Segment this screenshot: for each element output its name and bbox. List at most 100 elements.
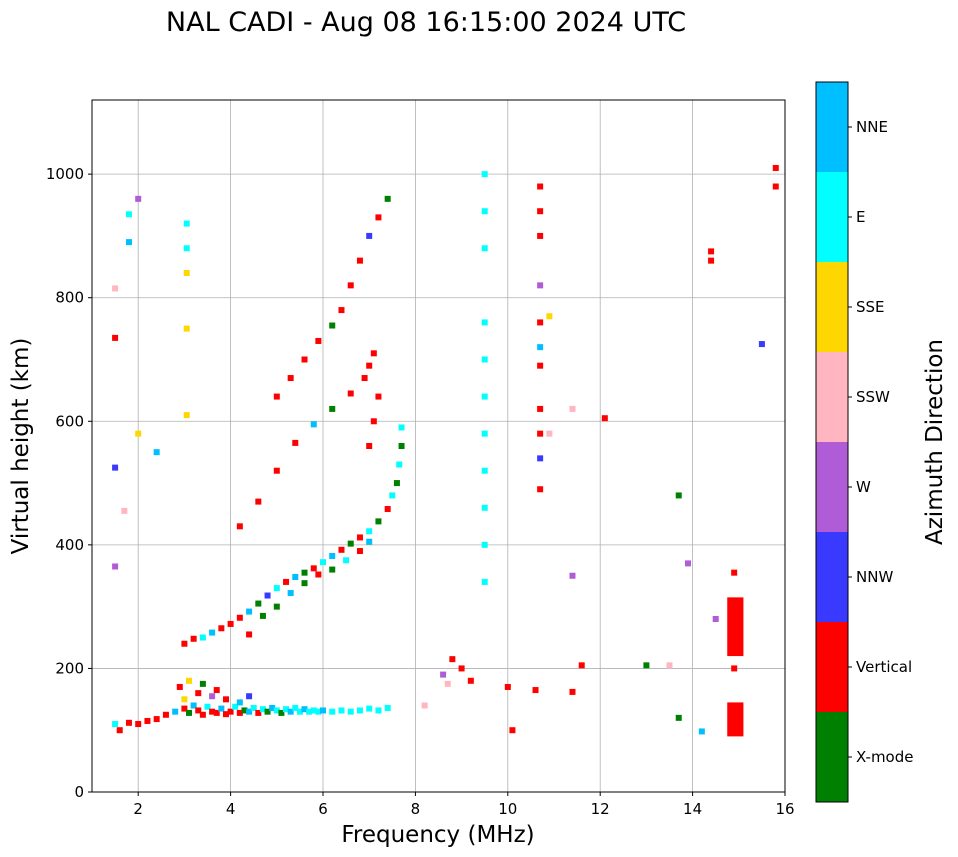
data-point [578, 662, 585, 669]
data-point [481, 430, 488, 437]
x-axis: 2 4 6 8 10 12 14 16 [133, 792, 795, 818]
colorbar-label: Azimuth Direction [922, 339, 948, 545]
data-point [301, 580, 308, 587]
data-point [287, 590, 294, 597]
colorbar-tick-label: SSW [856, 388, 890, 406]
x-tick-label: 10 [498, 800, 517, 818]
data-point [356, 707, 363, 714]
data-point [675, 714, 682, 721]
data-point [329, 708, 336, 715]
x-tick-label: 12 [591, 800, 610, 818]
data-point [537, 455, 544, 462]
x-tick-label: 14 [683, 800, 702, 818]
data-point [343, 557, 350, 564]
data-point [537, 282, 544, 289]
x-tick-label: 8 [411, 800, 421, 818]
data-point [255, 600, 262, 607]
data-point [370, 418, 377, 425]
data-point [222, 696, 229, 703]
data-point [537, 232, 544, 239]
data-point [356, 548, 363, 555]
data-point [398, 424, 405, 431]
data-point [301, 569, 308, 576]
data-point [356, 257, 363, 264]
colorbar-segment [816, 262, 848, 352]
data-point [162, 711, 169, 718]
data-point [772, 164, 779, 171]
data-point [481, 208, 488, 215]
data-point [537, 362, 544, 369]
data-point [569, 572, 576, 579]
data-point [440, 671, 447, 678]
colorbar-segment [816, 82, 848, 172]
data-point [675, 492, 682, 499]
data-point [199, 634, 206, 641]
data-point [393, 480, 400, 487]
x-tick-label: 2 [133, 800, 143, 818]
data-point [181, 640, 188, 647]
chart-title: NAL CADI - Aug 08 16:15:00 2024 UTC [166, 7, 686, 38]
colorbar-tick-label: NNE [856, 118, 888, 136]
data-point [246, 708, 253, 715]
data-point [347, 540, 354, 547]
data-point [218, 705, 225, 712]
data-point [698, 728, 705, 735]
colorbar-segment [816, 172, 848, 262]
data-point [292, 439, 299, 446]
data-point [213, 687, 220, 694]
data-point [116, 727, 123, 734]
data-point [125, 211, 132, 218]
data-point [183, 245, 190, 252]
data-point [758, 341, 765, 348]
data-point [209, 629, 216, 636]
data-point [347, 708, 354, 715]
data-point [199, 680, 206, 687]
data-point [361, 375, 368, 382]
data-point [112, 285, 119, 292]
data-point [366, 232, 373, 239]
data-point [481, 245, 488, 252]
y-axis-label: Virtual height (km) [8, 338, 34, 555]
data-point [329, 405, 336, 412]
data-point [209, 708, 216, 715]
data-block [727, 702, 744, 737]
y-tick-label: 200 [55, 659, 84, 677]
data-point [236, 614, 243, 621]
data-point [772, 183, 779, 190]
data-point [481, 356, 488, 363]
data-point [273, 393, 280, 400]
data-point [666, 662, 673, 669]
data-point [389, 492, 396, 499]
data-point [643, 662, 650, 669]
data-point [183, 220, 190, 227]
data-point [444, 680, 451, 687]
y-tick-label: 600 [55, 412, 84, 430]
data-point [269, 704, 276, 711]
data-point [481, 541, 488, 548]
data-point [310, 565, 317, 572]
data-point [338, 546, 345, 553]
data-point [153, 716, 160, 723]
data-point [264, 592, 271, 599]
data-point [366, 362, 373, 369]
data-point [112, 464, 119, 471]
data-point [396, 461, 403, 468]
data-point [384, 704, 391, 711]
data-point [135, 721, 142, 728]
data-point [255, 709, 262, 716]
data-point [153, 449, 160, 456]
data-point [236, 523, 243, 530]
data-point [366, 705, 373, 712]
data-point [213, 709, 220, 716]
data-point [301, 706, 308, 713]
data-point [315, 708, 322, 715]
data-point [125, 239, 132, 246]
data-point [731, 665, 738, 672]
y-axis: 0 200 400 600 800 1000 [46, 165, 92, 801]
colorbar: X-mode Vertical NNW W SSW SSE E NNE [815, 81, 913, 803]
data-point [315, 571, 322, 578]
data-point [546, 430, 553, 437]
data-point [708, 248, 715, 255]
data-point [481, 578, 488, 585]
